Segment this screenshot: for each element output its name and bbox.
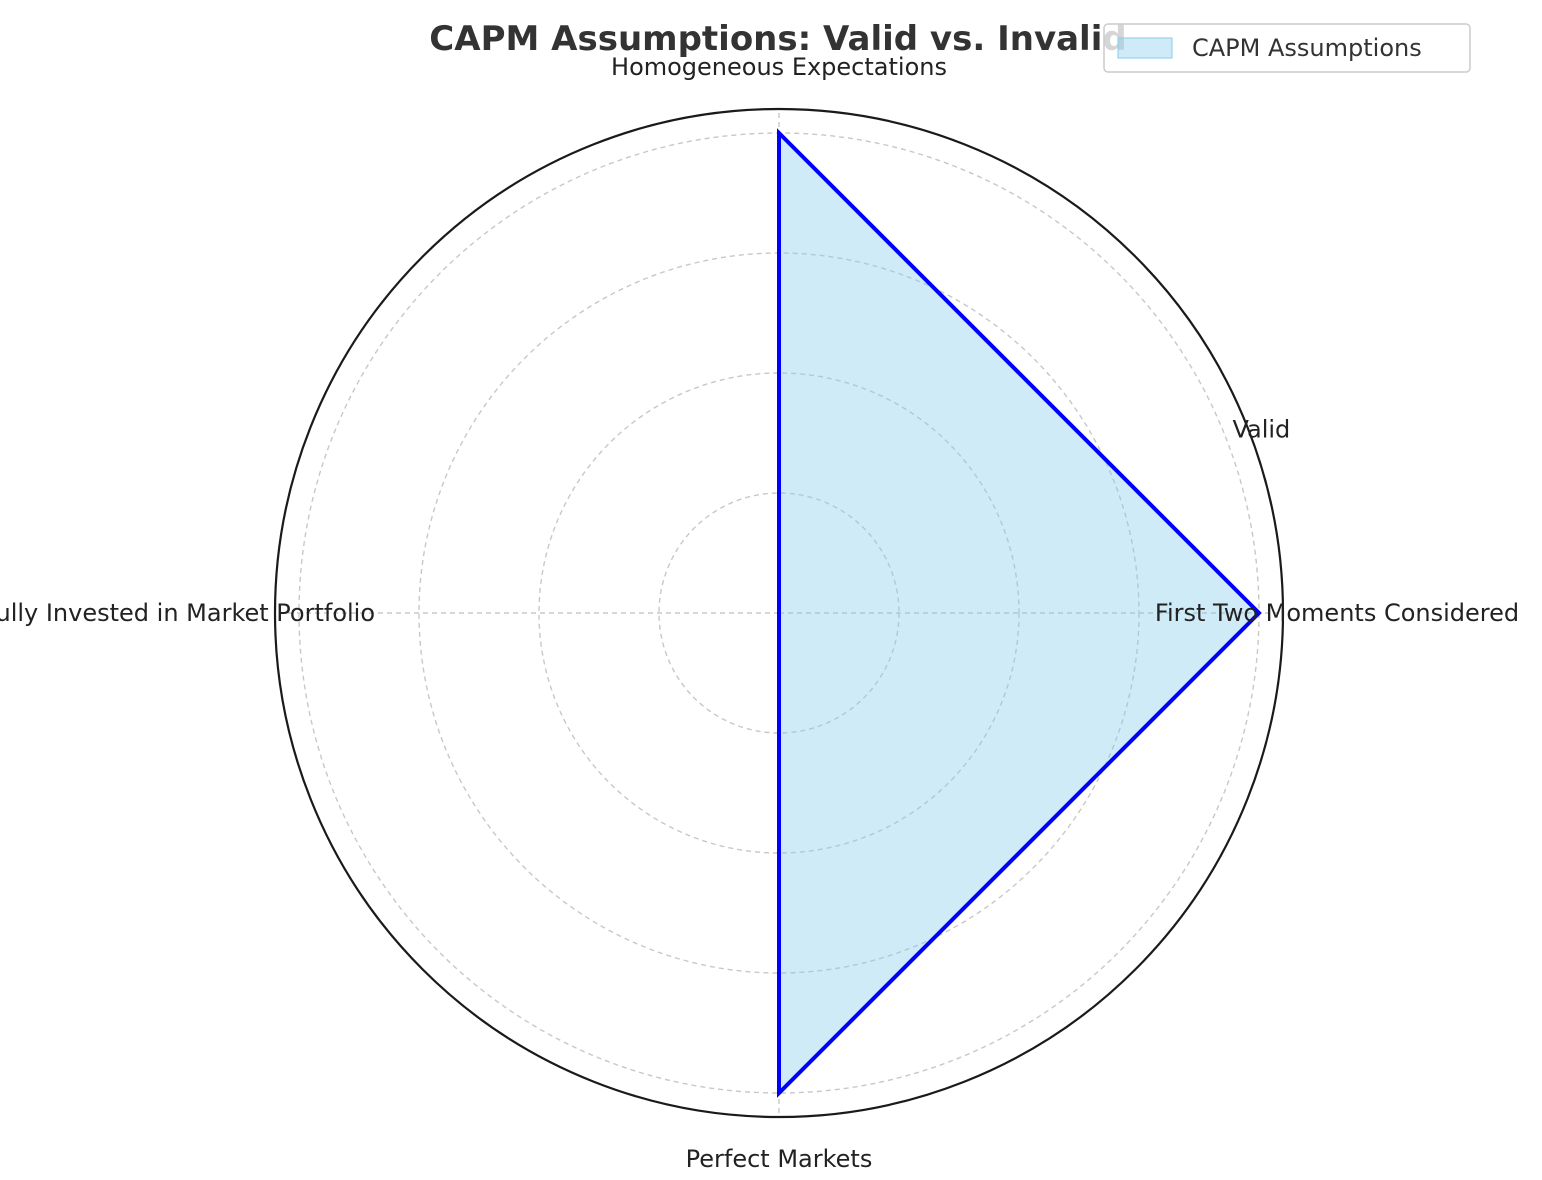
legend-swatch	[1117, 37, 1173, 59]
legend-frame	[1103, 23, 1471, 73]
radar-labels: Homogeneous Expectations First Two Moment…	[0, 53, 1519, 1173]
series-area	[779, 133, 1259, 1093]
polar-frame	[273, 107, 1285, 1119]
category-label: Perfect Markets	[686, 1145, 873, 1173]
series-line	[777, 128, 1262, 1098]
chart-title: CAPM Assumptions: Valid vs. Invalid	[429, 19, 1126, 59]
radial-grid-circle	[538, 372, 1020, 854]
category-label: First Two Moments Considered	[1155, 599, 1519, 627]
category-label: Fully Invested in Market Portfolio	[0, 599, 375, 627]
legend: CAPM Assumptions	[1103, 23, 1471, 73]
radar-series	[777, 128, 1262, 1098]
category-label: Homogeneous Expectations	[611, 53, 947, 81]
radial-tick-label: Valid	[1232, 415, 1290, 443]
legend-label: CAPM Assumptions	[1192, 34, 1422, 62]
